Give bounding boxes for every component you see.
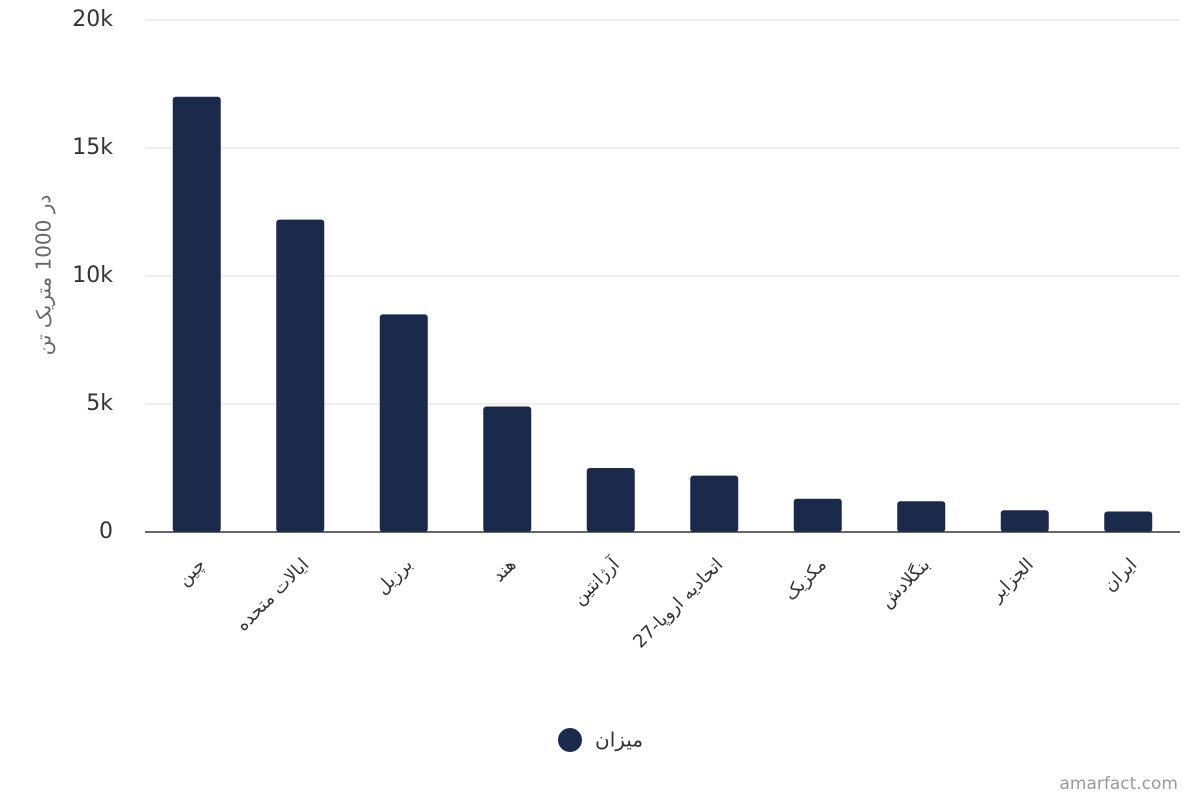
y-tick-label: 0 <box>99 519 113 544</box>
bar <box>483 406 532 532</box>
x-tick-label: ایران <box>1099 554 1141 596</box>
x-tick-label: بنگلادش <box>876 554 935 613</box>
x-tick-label: برزیل <box>372 554 417 599</box>
legend-label: میزان <box>595 728 643 752</box>
bar <box>276 219 325 532</box>
bar <box>379 314 428 532</box>
bar <box>586 468 635 532</box>
y-tick-label: 20k <box>72 7 113 32</box>
x-tick-label: چین <box>174 554 210 590</box>
bar <box>690 475 739 532</box>
bar <box>793 498 842 532</box>
bar <box>897 501 946 532</box>
x-tick-label: الجزایر <box>986 554 1038 606</box>
y-axis-label: در 1000 متریک تن <box>32 195 56 356</box>
x-tick-label: هند <box>488 554 520 586</box>
x-tick-label: اتحادیه اروپا-27 <box>629 554 727 652</box>
x-tick-label: آرژانتین <box>567 552 624 609</box>
bar <box>172 96 221 533</box>
x-tick-label: مکزیک <box>780 554 831 605</box>
bar <box>1000 510 1049 532</box>
y-tick-label: 15k <box>72 135 113 160</box>
legend-marker <box>558 728 582 752</box>
x-tick-label: ایالات متحده <box>232 554 313 635</box>
y-tick-label: 10k <box>72 263 113 288</box>
bar <box>1104 511 1153 532</box>
y-tick-label: 5k <box>86 391 113 416</box>
credit: amarfact.com <box>1059 774 1178 794</box>
